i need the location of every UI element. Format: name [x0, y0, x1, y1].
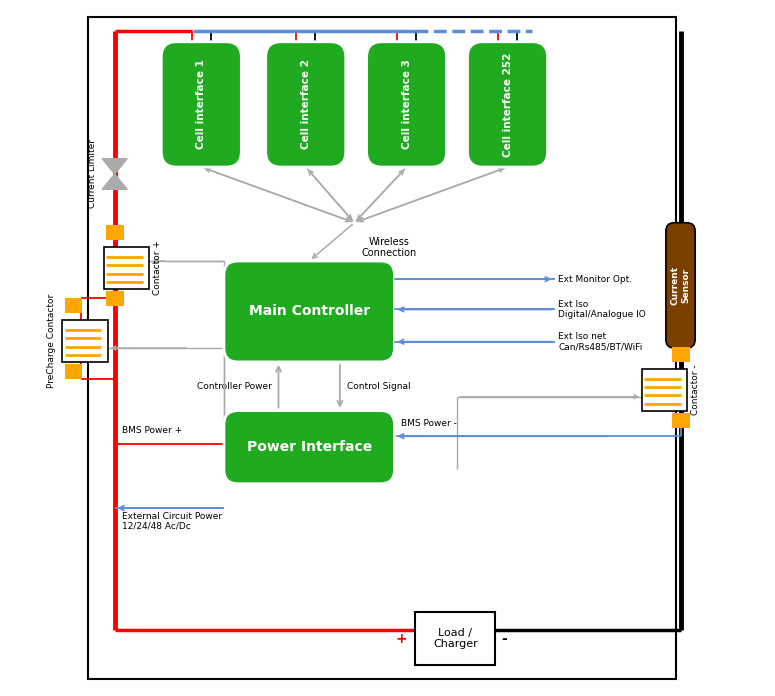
Text: Power Interface: Power Interface	[246, 440, 372, 454]
Text: Ext Iso net
Can/Rs485/BT/WiFi: Ext Iso net Can/Rs485/BT/WiFi	[558, 332, 642, 351]
Text: Cell interface 3: Cell interface 3	[401, 59, 412, 150]
Text: Load /
Charger: Load / Charger	[433, 628, 477, 649]
Bar	[63, 320, 108, 362]
Text: Ext Monitor Opt.: Ext Monitor Opt.	[558, 275, 632, 284]
Text: Current Limiter: Current Limiter	[88, 139, 98, 209]
Text: BMS Power -: BMS Power -	[401, 419, 457, 428]
Bar	[64, 364, 82, 379]
Bar	[672, 347, 690, 362]
Text: Control Signal: Control Signal	[347, 382, 411, 390]
Text: External Circuit Power
12/24/48 Ac/Dc: External Circuit Power 12/24/48 Ac/Dc	[122, 512, 222, 531]
Text: Cell interface 252: Cell interface 252	[502, 52, 512, 157]
Text: Ext Iso
Digital/Analogue IO: Ext Iso Digital/Analogue IO	[558, 300, 646, 319]
Text: Contactor -: Contactor -	[691, 365, 700, 415]
Text: BMS Power +: BMS Power +	[122, 426, 182, 435]
Text: PreCharge Contactor: PreCharge Contactor	[46, 294, 56, 388]
Text: -: -	[501, 631, 507, 646]
Bar	[672, 413, 690, 428]
FancyBboxPatch shape	[161, 42, 241, 167]
Bar	[104, 247, 150, 289]
FancyBboxPatch shape	[266, 42, 346, 167]
Text: +: +	[395, 631, 407, 646]
FancyBboxPatch shape	[224, 261, 394, 362]
Bar	[88, 17, 677, 679]
Polygon shape	[102, 174, 127, 189]
FancyBboxPatch shape	[224, 411, 394, 484]
Bar	[106, 225, 124, 240]
Text: Contactor +: Contactor +	[153, 241, 162, 295]
Text: Cell interface 1: Cell interface 1	[196, 59, 206, 150]
Bar	[106, 291, 124, 306]
Text: Wireless
Connection: Wireless Connection	[362, 237, 417, 258]
Text: Controller Power: Controller Power	[197, 382, 271, 390]
Text: Cell interface 2: Cell interface 2	[301, 59, 311, 150]
FancyBboxPatch shape	[367, 42, 446, 167]
Polygon shape	[102, 159, 127, 174]
FancyBboxPatch shape	[666, 223, 695, 348]
Bar	[415, 612, 495, 665]
Bar	[64, 298, 82, 313]
Text: Main Controller: Main Controller	[249, 304, 370, 319]
Bar	[642, 369, 687, 411]
FancyBboxPatch shape	[467, 42, 548, 167]
Text: Current
Sensor: Current Sensor	[671, 266, 691, 305]
